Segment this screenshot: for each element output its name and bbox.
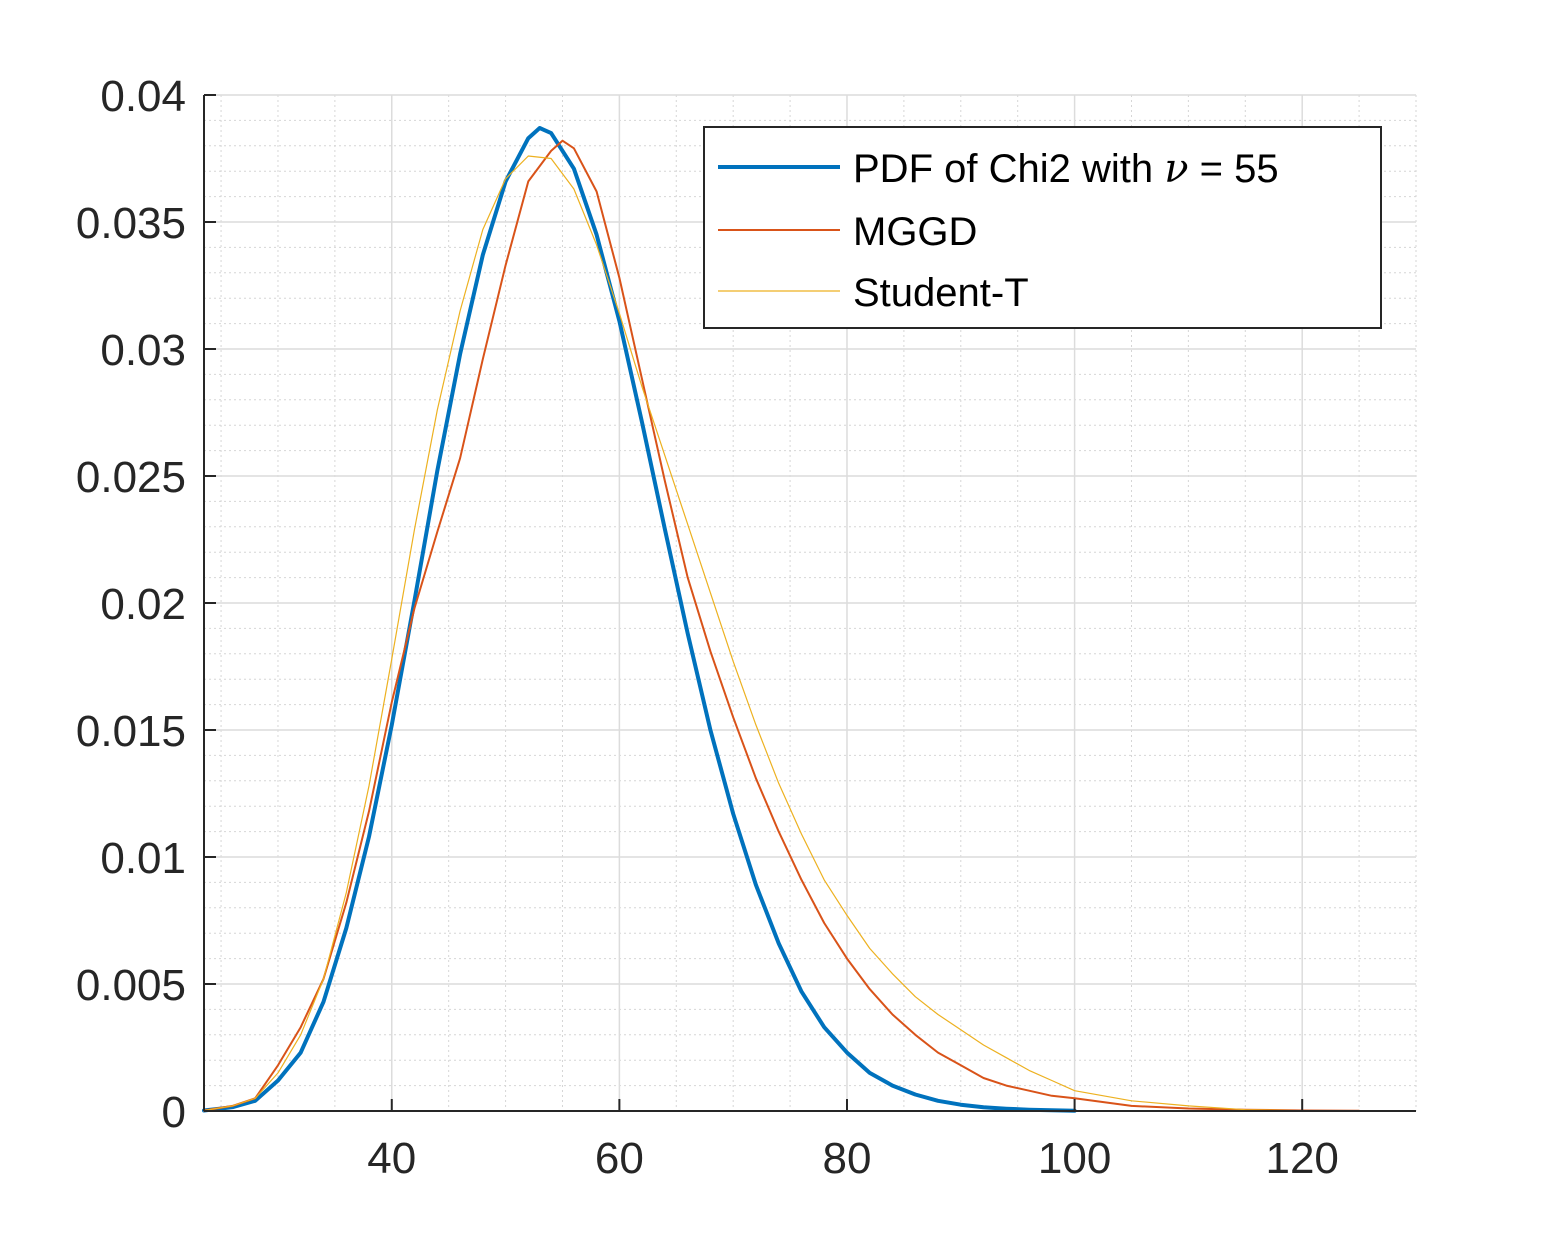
x-tick-label: 60 xyxy=(595,1134,644,1183)
series-mggd-line xyxy=(203,139,1361,1112)
legend-chi2-prefix: PDF of Chi2 with xyxy=(853,147,1164,191)
y-tick-label: 0.025 xyxy=(76,453,186,502)
legend-nu-symbol: ν xyxy=(1164,146,1188,192)
y-tick-label: 0.005 xyxy=(76,961,186,1010)
legend-label-student-t: Student-T xyxy=(853,271,1029,315)
legend-label-mggd: MGGD xyxy=(853,210,977,254)
x-tick-label: 120 xyxy=(1265,1134,1338,1183)
x-tick-labels: 40 60 80 100 120 xyxy=(367,1134,1339,1183)
legend-box xyxy=(703,126,1382,329)
minor-grid xyxy=(204,95,1417,1111)
y-tick-label: 0 xyxy=(162,1088,186,1137)
y-tick-label: 0.015 xyxy=(76,707,186,756)
y-tick-label: 0.02 xyxy=(100,580,186,629)
legend-label-chi2: PDF of Chi2 with ν = 55 xyxy=(853,146,1279,192)
x-tick-label: 100 xyxy=(1038,1134,1111,1183)
legend-chi2-suffix: = 55 xyxy=(1189,147,1279,191)
y-tick-labels: 0 0.005 0.01 0.015 0.02 0.025 0.03 0.035 0.04 xyxy=(76,72,186,1137)
series-student-t-line xyxy=(203,155,1303,1112)
series-chi2-pdf-line xyxy=(202,126,1077,1113)
y-tick-label: 0.03 xyxy=(100,326,186,375)
y-tick-label: 0.04 xyxy=(100,72,186,121)
axes xyxy=(203,94,1416,1112)
x-tick-label: 80 xyxy=(823,1134,872,1183)
x-tick-label: 40 xyxy=(367,1134,416,1183)
y-tick-label: 0.01 xyxy=(100,834,186,883)
legend: PDF of Chi2 with ν = 55 MGGD Student-T xyxy=(703,126,1382,329)
series-layer xyxy=(202,126,1361,1113)
y-tick-label: 0.035 xyxy=(76,199,186,248)
